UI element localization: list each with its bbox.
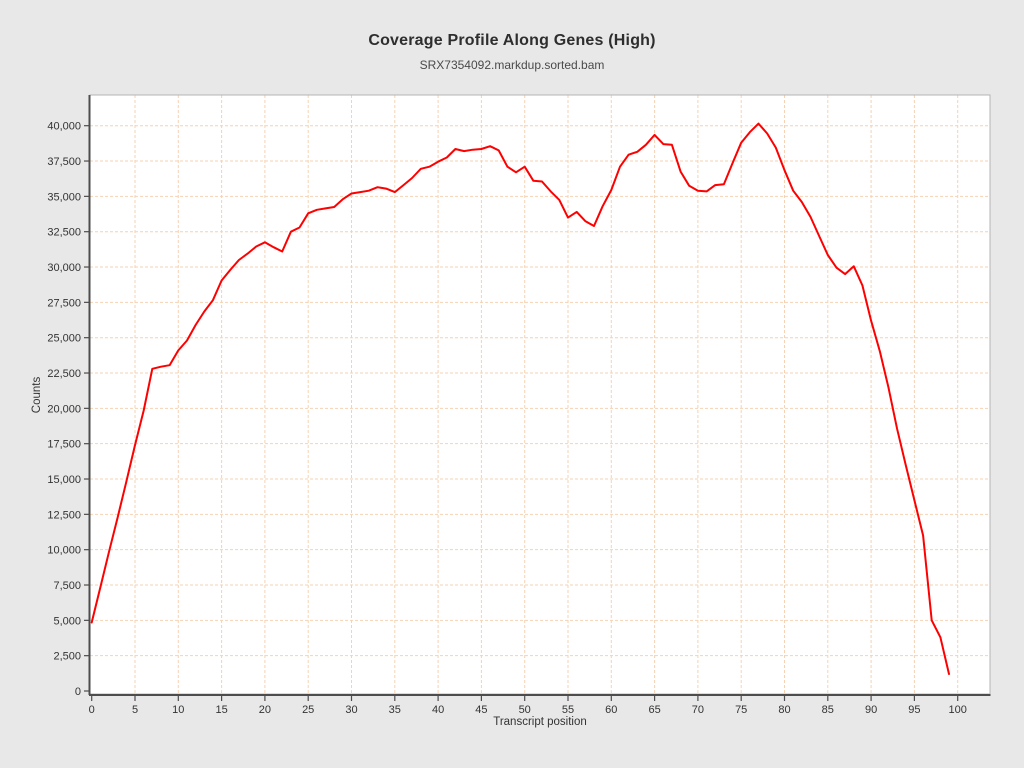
x-tick-label: 55 bbox=[562, 704, 574, 716]
x-tick-label: 35 bbox=[389, 704, 401, 716]
y-axis-title: Counts bbox=[31, 376, 43, 414]
x-tick-label: 90 bbox=[865, 704, 877, 716]
chart-subtitle: SRX7354092.markdup.sorted.bam bbox=[419, 58, 605, 72]
y-tick-label: 35,000 bbox=[47, 191, 81, 203]
x-tick-label: 20 bbox=[259, 704, 271, 716]
x-tick-label: 30 bbox=[345, 704, 357, 716]
x-tick-label: 50 bbox=[519, 704, 531, 716]
x-tick-label: 65 bbox=[648, 704, 660, 716]
y-tick-label: 0 bbox=[75, 686, 81, 698]
y-tick-label: 40,000 bbox=[47, 121, 81, 133]
y-tick-label: 2,500 bbox=[53, 651, 81, 663]
y-tick-label: 30,000 bbox=[47, 262, 81, 274]
y-tick-label: 10,000 bbox=[47, 545, 81, 557]
x-tick-label: 95 bbox=[908, 704, 920, 716]
y-tick-label: 20,000 bbox=[47, 403, 81, 415]
x-tick-label: 70 bbox=[692, 704, 704, 716]
y-tick-label: 27,500 bbox=[47, 297, 81, 309]
x-tick-label: 40 bbox=[432, 704, 444, 716]
x-tick-label: 60 bbox=[605, 704, 617, 716]
y-tick-label: 25,000 bbox=[47, 333, 81, 345]
y-tick-label: 22,500 bbox=[47, 368, 81, 380]
y-tick-label: 32,500 bbox=[47, 227, 81, 239]
x-tick-label: 100 bbox=[949, 704, 967, 716]
y-tick-label: 12,500 bbox=[47, 509, 81, 521]
x-tick-label: 45 bbox=[475, 704, 487, 716]
x-tick-label: 75 bbox=[735, 704, 747, 716]
coverage-series-line bbox=[90, 122, 950, 675]
x-tick-label: 5 bbox=[132, 704, 138, 716]
x-tick-label: 15 bbox=[215, 704, 227, 716]
x-tick-label: 0 bbox=[89, 704, 95, 716]
y-tick-label: 5,000 bbox=[53, 615, 81, 627]
chart-title: Coverage Profile Along Genes (High) bbox=[368, 32, 656, 49]
y-tick-label: 37,500 bbox=[47, 156, 81, 168]
x-tick-label: 80 bbox=[778, 704, 790, 716]
plot-area bbox=[90, 95, 990, 694]
x-tick-label: 25 bbox=[302, 704, 314, 716]
x-tick-label: 85 bbox=[822, 704, 834, 716]
y-tick-label: 15,000 bbox=[47, 474, 81, 486]
y-tick-label: 7,500 bbox=[53, 580, 81, 592]
x-axis-title: Transcript position bbox=[493, 716, 587, 728]
y-tick-label: 17,500 bbox=[47, 439, 81, 451]
x-tick-label: 10 bbox=[172, 704, 184, 716]
